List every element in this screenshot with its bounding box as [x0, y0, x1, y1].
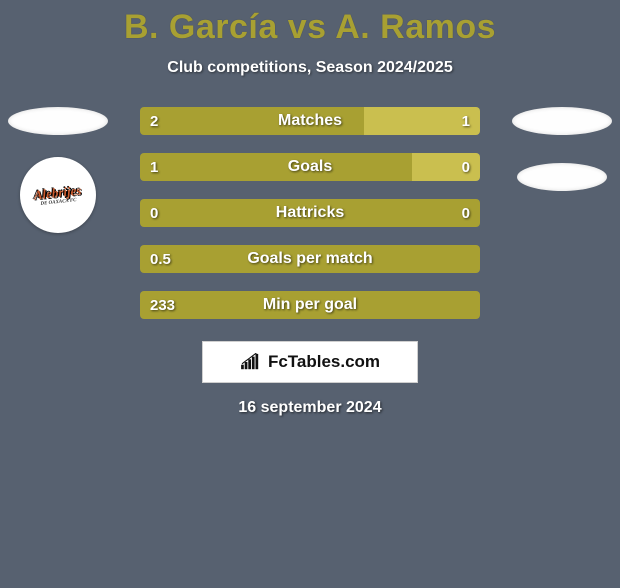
stat-left-value: 233 — [140, 291, 480, 319]
comparison-content: Alebrijes DE OAXACA FC 2 1 Matches 1 0 G… — [0, 107, 620, 417]
page-subtitle: Club competitions, Season 2024/2025 — [0, 59, 620, 77]
brand-box: FcTables.com — [202, 341, 418, 383]
left-logos: Alebrijes DE OAXACA FC — [8, 107, 108, 233]
bar-chart-icon — [240, 353, 262, 371]
stat-row-min-per-goal: 233 Min per goal — [140, 291, 480, 319]
alebrijes-logo-text: Alebrijes DE OAXACA FC — [33, 183, 82, 207]
stat-rows: 2 1 Matches 1 0 Goals 0 0 Hattricks 0.5 … — [140, 107, 480, 319]
stat-left-num: 0 — [150, 205, 158, 222]
right-logos — [512, 107, 612, 191]
stat-row-goals: 1 0 Goals — [140, 153, 480, 181]
stat-left-value: 1 — [140, 153, 412, 181]
team-logo-left-2: Alebrijes DE OAXACA FC — [20, 157, 96, 233]
stat-left-value: 2 — [140, 107, 364, 135]
date-text: 16 september 2024 — [0, 399, 620, 417]
stat-left-value: 0.5 — [140, 245, 480, 273]
page-title: B. García vs A. Ramos — [0, 8, 620, 47]
stat-row-matches: 2 1 Matches — [140, 107, 480, 135]
stat-right-num: 0 — [462, 205, 470, 222]
team-logo-right-1 — [512, 107, 612, 135]
stat-right-value: 1 — [364, 107, 480, 135]
team-logo-left-1 — [8, 107, 108, 135]
stat-row-goals-per-match: 0.5 Goals per match — [140, 245, 480, 273]
stat-row-hattricks: 0 0 Hattricks — [140, 199, 480, 227]
stat-right-value: 0 — [412, 153, 480, 181]
team-logo-right-2 — [517, 163, 607, 191]
stat-left-value: 0 0 — [140, 199, 480, 227]
brand-text: FcTables.com — [268, 352, 380, 372]
